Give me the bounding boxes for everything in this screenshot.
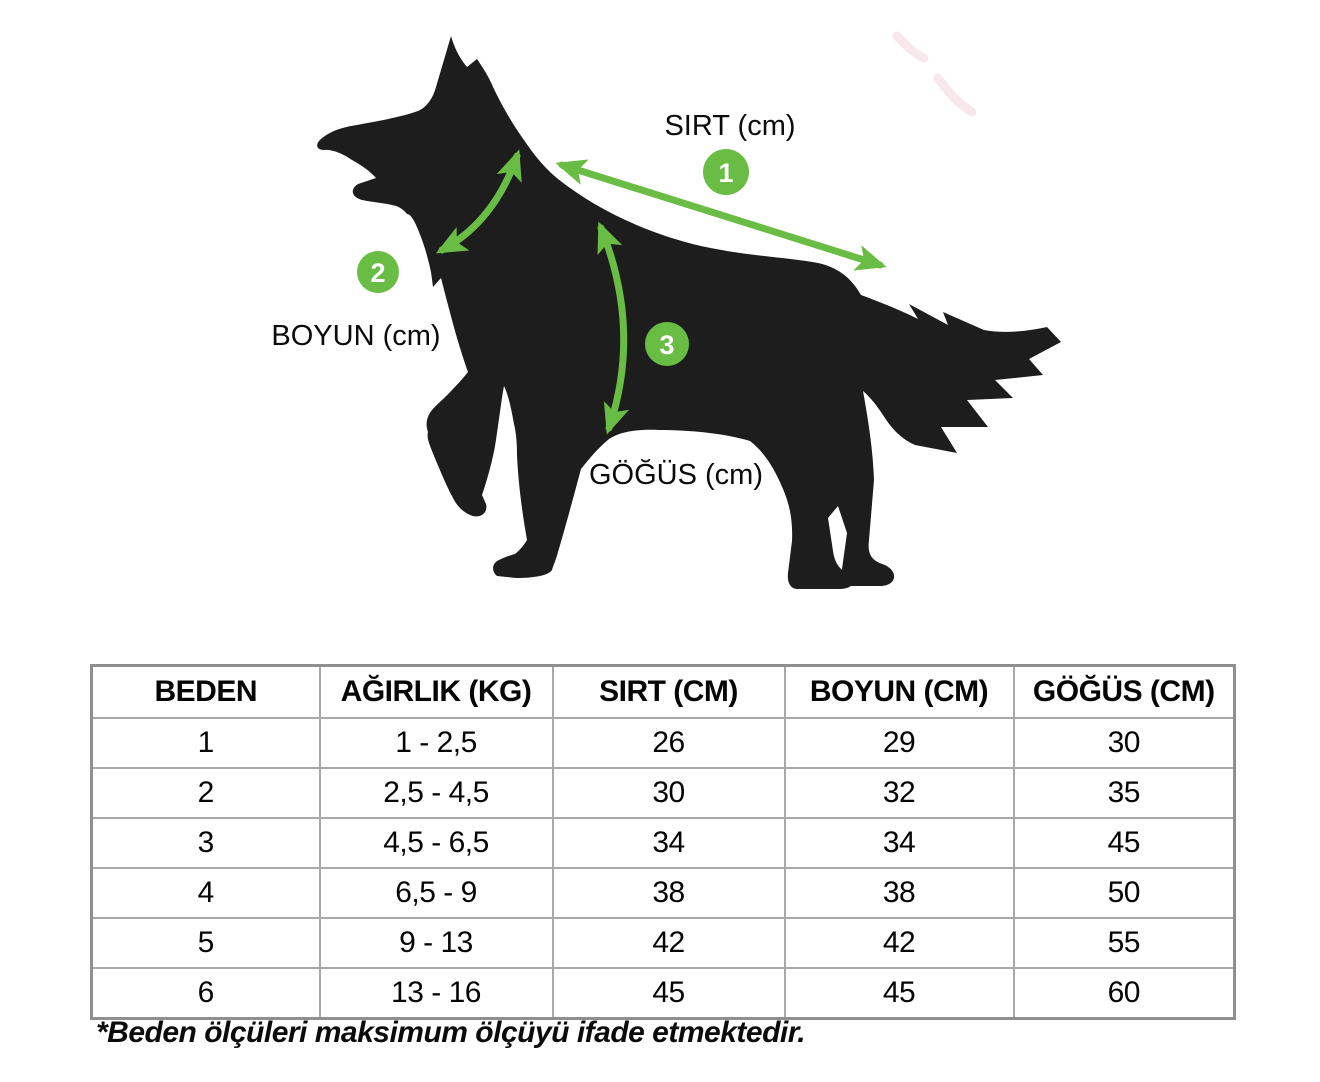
- marker-3-badge: 3: [645, 322, 689, 366]
- neck-measure-arrow: [435, 149, 522, 254]
- chest-measure-label: GÖĞÜS (cm): [589, 459, 763, 491]
- table-cell: 26: [551, 717, 786, 769]
- table-cell: 3: [90, 817, 321, 869]
- col-header-sirt: SIRT (CM): [551, 664, 786, 719]
- table-cell: 45: [783, 967, 1015, 1020]
- table-cell: 29: [783, 717, 1015, 769]
- dog-measurement-diagram: 1 2 3: [317, 31, 1062, 589]
- col-header-agirlik: AĞIRLIK (KG): [318, 664, 554, 719]
- marker-1-number: 1: [718, 158, 733, 188]
- table-cell: 32: [783, 767, 1015, 819]
- table-cell: 13 - 16: [318, 967, 554, 1020]
- back-measure-label: SIRT (cm): [664, 110, 796, 142]
- back-measure-arrow: [555, 159, 887, 271]
- table-cell: 34: [551, 817, 786, 869]
- neck-measure-label: BOYUN (cm): [271, 320, 441, 352]
- table-cell: 30: [551, 767, 786, 819]
- col-header-boyun: BOYUN (CM): [783, 664, 1015, 719]
- table-header-row: BEDEN AĞIRLIK (KG) SIRT (CM) BOYUN (CM) …: [90, 664, 1236, 719]
- table-row: 3 4,5 - 6,5 34 34 45: [90, 817, 1236, 869]
- table-cell: 1 - 2,5: [318, 717, 554, 769]
- chest-measure-arrow: [597, 221, 630, 435]
- table-cell: 30: [1012, 717, 1236, 769]
- marker-1-badge: 1: [703, 149, 749, 195]
- table-cell: 45: [1012, 817, 1236, 869]
- table-cell: 9 - 13: [318, 917, 554, 969]
- table-row: 6 13 - 16 45 45 60: [90, 967, 1236, 1020]
- table-row: 5 9 - 13 42 42 55: [90, 917, 1236, 969]
- marker-1-circle: [703, 149, 749, 195]
- col-header-gogus: GÖĞÜS (CM): [1012, 664, 1236, 719]
- watermark-smudge: [892, 31, 977, 117]
- table-cell: 50: [1012, 867, 1236, 919]
- table-row: 1 1 - 2,5 26 29 30: [90, 717, 1236, 769]
- table-cell: 1: [90, 717, 321, 769]
- table-row: 2 2,5 - 4,5 30 32 35: [90, 767, 1236, 819]
- table-cell: 38: [551, 867, 786, 919]
- table-cell: 2: [90, 767, 321, 819]
- table-cell: 4,5 - 6,5: [318, 817, 554, 869]
- marker-2-number: 2: [370, 258, 385, 288]
- table-cell: 45: [551, 967, 786, 1020]
- table-cell: 35: [1012, 767, 1236, 819]
- table-cell: 5: [90, 917, 321, 969]
- table-cell: 38: [783, 867, 1015, 919]
- col-header-beden: BEDEN: [90, 664, 321, 719]
- table-cell: 34: [783, 817, 1015, 869]
- table-cell: 42: [551, 917, 786, 969]
- table-cell: 6: [90, 967, 321, 1020]
- marker-3-number: 3: [659, 330, 674, 360]
- footnote: *Beden ölçüleri maksimum ölçüyü ifade et…: [96, 1016, 806, 1049]
- table-cell: 55: [1012, 917, 1236, 969]
- table-cell: 4: [90, 867, 321, 919]
- table-cell: 6,5 - 9: [318, 867, 554, 919]
- table-cell: 60: [1012, 967, 1236, 1020]
- marker-3-circle: [645, 322, 689, 366]
- marker-2-circle: [357, 251, 399, 293]
- size-table: BEDEN AĞIRLIK (KG) SIRT (CM) BOYUN (CM) …: [90, 664, 1236, 1020]
- marker-2-badge: 2: [357, 251, 399, 293]
- table-cell: 2,5 - 4,5: [318, 767, 554, 819]
- table-row: 4 6,5 - 9 38 38 50: [90, 867, 1236, 919]
- table-cell: 42: [783, 917, 1015, 969]
